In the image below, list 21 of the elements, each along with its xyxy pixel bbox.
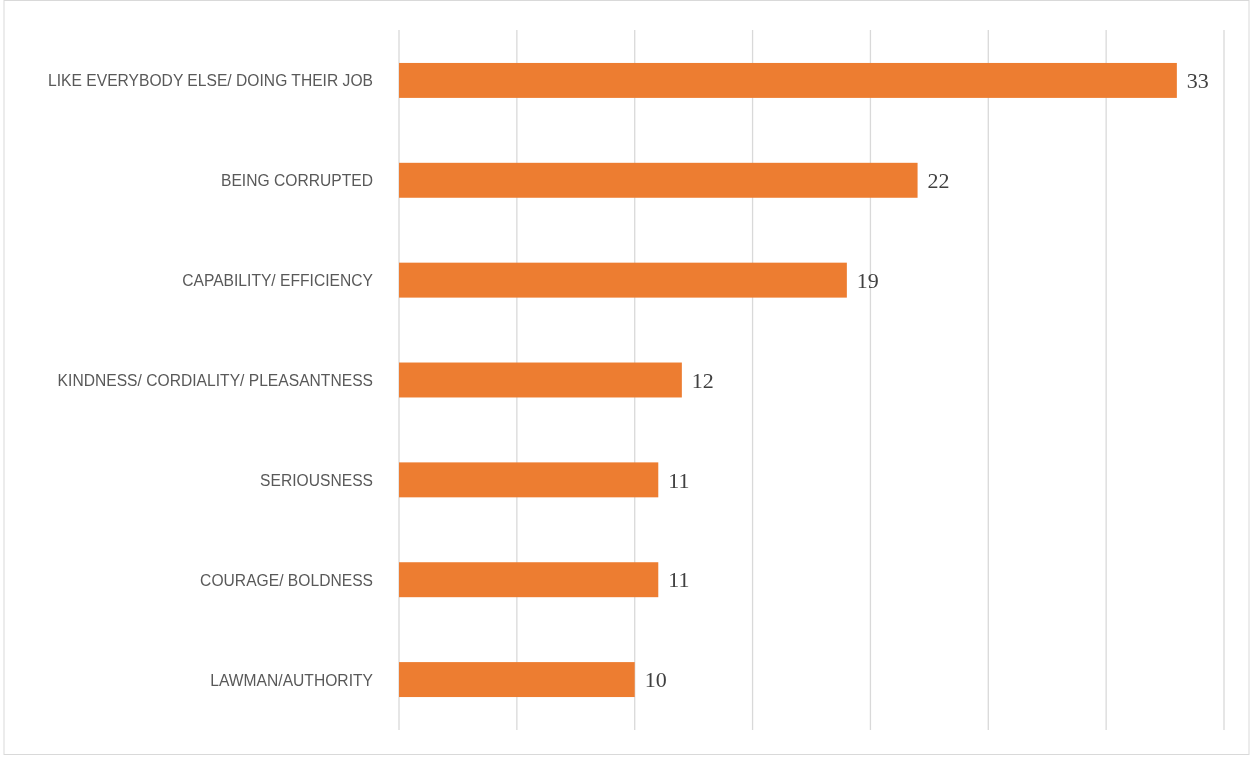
y-tick-label: CAPABILITY/ EFFICIENCY bbox=[182, 270, 374, 290]
y-tick-label: BEING CORRUPTED bbox=[220, 170, 374, 190]
bar bbox=[399, 662, 635, 698]
y-tick-label: SERIOUSNESS bbox=[260, 470, 374, 489]
data-label: 11 bbox=[668, 467, 690, 493]
bar bbox=[399, 562, 659, 598]
data-label: 11 bbox=[668, 567, 690, 593]
y-tick-label: KINDNESS/ CORDIALITY/ PLEASANTNESS bbox=[57, 370, 374, 390]
data-label: 19 bbox=[856, 267, 879, 293]
data-label: 12 bbox=[691, 367, 714, 393]
data-label: 10 bbox=[644, 667, 667, 693]
bar bbox=[399, 262, 847, 298]
bar bbox=[399, 62, 1177, 98]
bar bbox=[399, 162, 918, 198]
y-tick-label: COURAGE/ BOLDNESS bbox=[200, 570, 374, 589]
data-label: 33 bbox=[1186, 68, 1209, 94]
bar bbox=[399, 462, 659, 498]
bar bbox=[399, 362, 682, 398]
y-tick-label: LIKE EVERYBODY ELSE/ DOING THEIR JOB bbox=[48, 70, 374, 90]
y-tick-label: LAWMAN/AUTHORITY bbox=[210, 669, 374, 689]
data-label: 22 bbox=[927, 167, 950, 193]
